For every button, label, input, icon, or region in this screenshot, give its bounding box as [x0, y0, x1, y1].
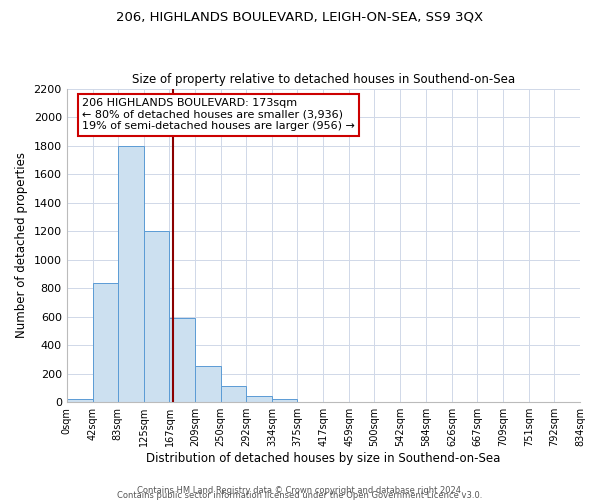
- Text: 206 HIGHLANDS BOULEVARD: 173sqm
← 80% of detached houses are smaller (3,936)
19%: 206 HIGHLANDS BOULEVARD: 173sqm ← 80% of…: [82, 98, 355, 131]
- Bar: [196, 366, 221, 402]
- Bar: [272, 398, 298, 402]
- Text: 206, HIGHLANDS BOULEVARD, LEIGH-ON-SEA, SS9 3QX: 206, HIGHLANDS BOULEVARD, LEIGH-ON-SEA, …: [116, 10, 484, 23]
- Y-axis label: Number of detached properties: Number of detached properties: [15, 152, 28, 338]
- Bar: [92, 283, 118, 402]
- Text: Contains public sector information licensed under the Open Government Licence v3: Contains public sector information licen…: [118, 491, 482, 500]
- Title: Size of property relative to detached houses in Southend-on-Sea: Size of property relative to detached ho…: [132, 73, 515, 86]
- X-axis label: Distribution of detached houses by size in Southend-on-Sea: Distribution of detached houses by size …: [146, 452, 500, 465]
- Bar: [247, 396, 272, 402]
- Bar: [221, 386, 247, 402]
- Text: Contains HM Land Registry data © Crown copyright and database right 2024.: Contains HM Land Registry data © Crown c…: [137, 486, 463, 495]
- Bar: [67, 398, 92, 402]
- Bar: [118, 146, 143, 402]
- Bar: [169, 318, 196, 402]
- Bar: [143, 231, 169, 402]
